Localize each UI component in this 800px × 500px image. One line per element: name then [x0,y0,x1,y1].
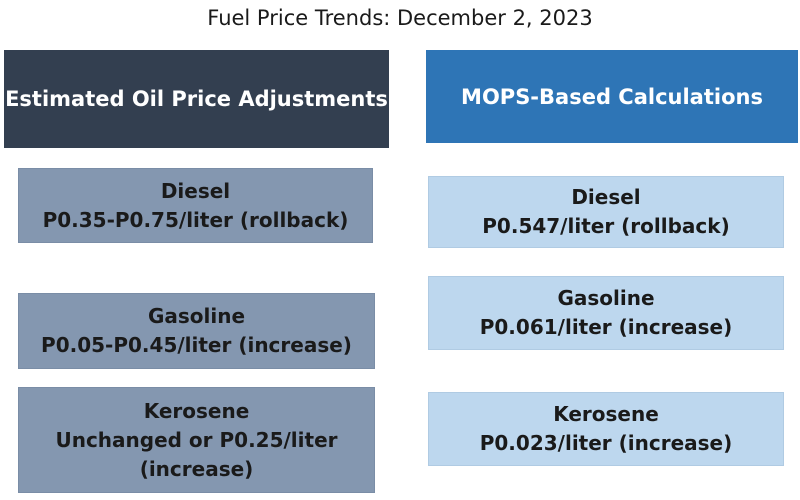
mops-diesel-detail: P0.547/liter (rollback) [482,214,730,238]
estimated-diesel-fuel: Diesel [160,178,231,203]
mops-kerosene-detail: P0.023/liter (increase) [479,431,733,455]
mops-kerosene-fuel: Kerosene [553,402,659,426]
mops-kerosene-box: Kerosene P0.023/liter (increase) [428,392,784,466]
estimated-gasoline-box: Gasoline P0.05-P0.45/liter (increase) [18,293,375,369]
estimated-kerosene-box: Kerosene Unchanged or P0.25/liter (incre… [18,387,375,493]
mops-gasoline-detail: P0.061/liter (increase) [479,315,733,339]
estimated-kerosene-detail: Unchanged or P0.25/liter [55,427,338,452]
mops-calculations-header: MOPS-Based Calculations [426,50,798,143]
estimated-adjustments-header: Estimated Oil Price Adjustments [4,50,389,148]
mops-calculations-header-label: MOPS-Based Calculations [461,84,763,109]
estimated-kerosene-detail-line2: (increase) [139,456,254,481]
estimated-gasoline-detail: P0.05-P0.45/liter (increase) [41,333,352,357]
estimated-diesel-detail: P0.35-P0.75/liter (rollback) [42,207,349,232]
mops-diesel-fuel: Diesel [571,185,641,209]
estimated-kerosene-fuel: Kerosene [143,398,250,423]
page-title: Fuel Price Trends: December 2, 2023 [207,6,593,30]
mops-gasoline-fuel: Gasoline [557,286,655,310]
estimated-adjustments-header-label: Estimated Oil Price Adjustments [5,87,388,111]
mops-gasoline-box: Gasoline P0.061/liter (increase) [428,276,784,350]
estimated-gasoline-fuel: Gasoline [147,304,246,328]
mops-diesel-box: Diesel P0.547/liter (rollback) [428,176,784,248]
estimated-diesel-box: Diesel P0.35-P0.75/liter (rollback) [18,168,373,243]
